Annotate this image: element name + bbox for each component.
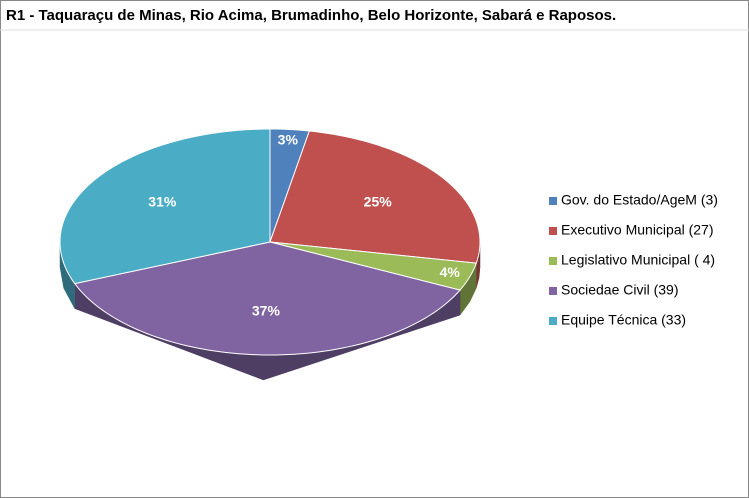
pie-slice bbox=[269, 130, 481, 264]
chart-title: R1 - Taquaraçu de Minas, Rio Acima, Brum… bbox=[6, 7, 616, 24]
data-label: 31% bbox=[148, 193, 177, 209]
data-label: 25% bbox=[364, 193, 393, 209]
data-label: 3% bbox=[278, 131, 299, 147]
legend-label: Legislativo Municipal ( 4) bbox=[561, 252, 715, 268]
data-label: 4% bbox=[440, 264, 461, 280]
legend-swatch bbox=[549, 257, 557, 265]
legend-swatch bbox=[549, 227, 557, 235]
legend-swatch bbox=[549, 287, 557, 295]
pie-slice bbox=[269, 241, 477, 291]
legend-swatch bbox=[549, 197, 557, 205]
legend-label: Equipe Técnica (33) bbox=[561, 312, 686, 328]
data-label: 37% bbox=[252, 303, 281, 319]
legend-label: Gov. do Estado/AgeM (3) bbox=[561, 192, 718, 208]
legend-label: Sociedae Civil (39) bbox=[561, 282, 679, 298]
pie-slice bbox=[59, 128, 271, 285]
legend-swatch bbox=[549, 317, 557, 325]
legend-label: Executivo Municipal (27) bbox=[561, 222, 714, 238]
pie-slice bbox=[73, 241, 461, 356]
